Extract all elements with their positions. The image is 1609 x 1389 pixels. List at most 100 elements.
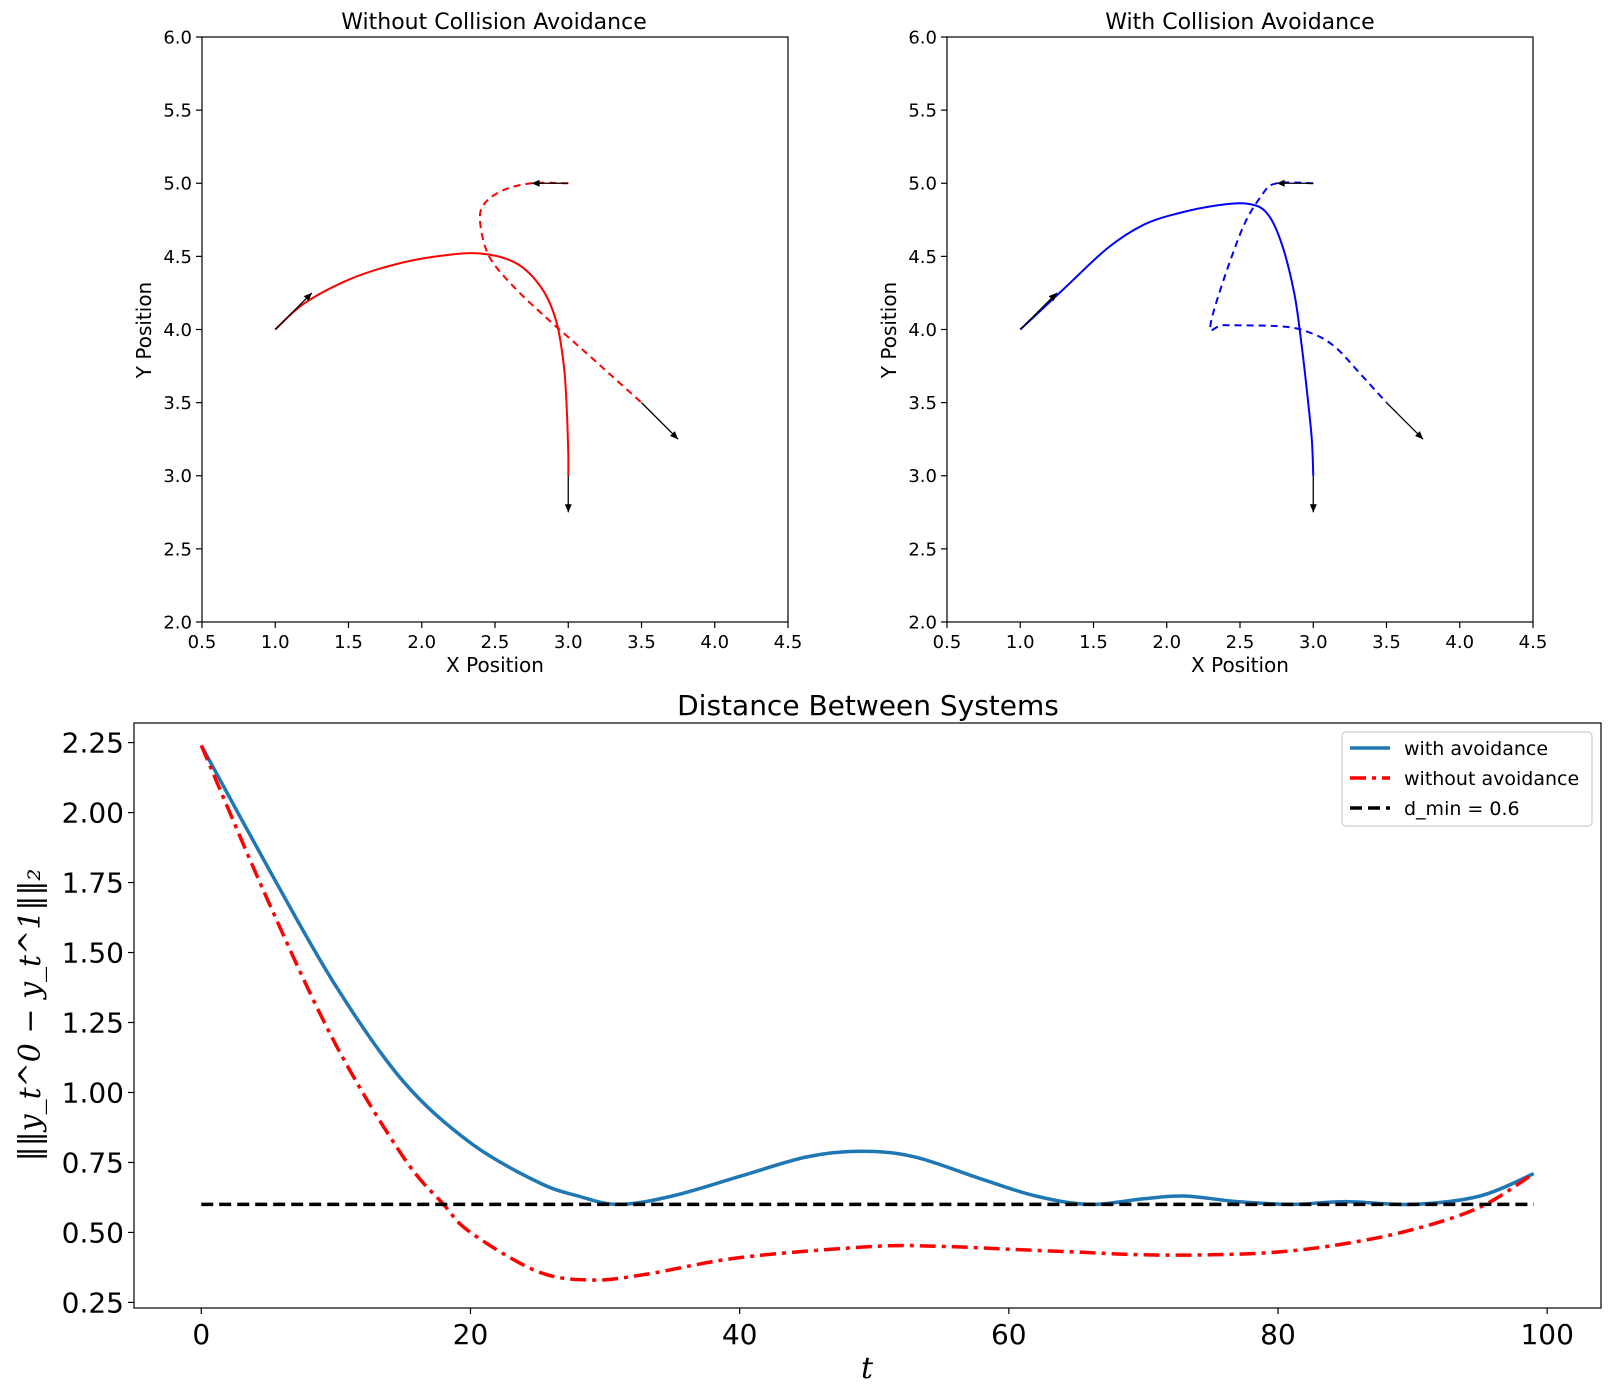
y-tick-label: 5.5 bbox=[163, 101, 192, 122]
plot-frame bbox=[201, 36, 789, 623]
x-axis-ticks: 0 20 40 60 80 100 bbox=[192, 1308, 1574, 1351]
y-tick-label: 3.0 bbox=[908, 466, 937, 487]
x-tick-label: 80 bbox=[1260, 1318, 1296, 1351]
y-axis-ticks: 2.0 2.5 3.0 3.5 4.0 4.5 5.0 5.5 6.0 bbox=[163, 27, 202, 633]
y-tick-label: 2.5 bbox=[908, 539, 937, 560]
x-tick-label: 4.0 bbox=[700, 632, 729, 653]
x-tick-label: 2.5 bbox=[481, 632, 510, 653]
series-line-system-1 bbox=[478, 181, 643, 404]
x-tick-label: 100 bbox=[1520, 1318, 1573, 1351]
arrow-head bbox=[1276, 179, 1285, 187]
x-tick-label: 1.5 bbox=[1079, 632, 1108, 653]
x-tick-label: 1.0 bbox=[261, 632, 290, 653]
arrow-shaft bbox=[1386, 402, 1424, 440]
y-tick-label: 2.0 bbox=[908, 612, 937, 633]
direction-arrows bbox=[274, 179, 679, 513]
x-tick-label: 0.5 bbox=[188, 632, 217, 653]
panel-without-avoidance: Without Collision Avoidance 0.5 1.0 1.5 2.0… bbox=[132, 10, 802, 677]
distance-lines bbox=[199, 744, 1535, 1282]
y-tick-label: 0.75 bbox=[62, 1147, 124, 1180]
arrow-shaft bbox=[274, 292, 313, 330]
arrow-head bbox=[1048, 292, 1057, 302]
y-tick-label: 4.5 bbox=[163, 247, 192, 268]
y-axis-ticks: 0.25 0.50 0.75 1.00 1.25 1.50 1.75 2.00 2.25 bbox=[62, 727, 134, 1319]
x-tick-label: 2.0 bbox=[1152, 632, 1181, 653]
x-axis-ticks: 0.5 1.0 1.5 2.0 2.5 3.0 3.5 4.0 4.5 bbox=[188, 622, 803, 653]
x-tick-label: 2.0 bbox=[407, 632, 436, 653]
plot-frame bbox=[133, 722, 1602, 1309]
arrow-shaft bbox=[1019, 292, 1058, 330]
legend: with avoidance without avoidance d_min =… bbox=[1341, 731, 1593, 827]
direction-arrows bbox=[1019, 179, 1424, 513]
y-tick-label: 2.25 bbox=[62, 727, 124, 760]
y-tick-label: 2.00 bbox=[62, 797, 124, 830]
x-tick-label: 40 bbox=[722, 1318, 758, 1351]
arrow-head bbox=[531, 179, 540, 187]
legend-label-without-avoidance: without avoidance bbox=[1404, 768, 1579, 790]
x-axis-label: t bbox=[861, 1351, 874, 1386]
y-axis-label: ‖‖y_t^0 − y_t^1‖‖₂ bbox=[13, 869, 48, 1162]
panel-title: Distance Between Systems bbox=[677, 689, 1059, 722]
x-tick-label: 3.5 bbox=[1372, 632, 1401, 653]
y-tick-label: 1.50 bbox=[62, 937, 124, 970]
y-tick-label: 4.5 bbox=[908, 247, 937, 268]
x-tick-label: 2.5 bbox=[1226, 632, 1255, 653]
x-tick-label: 1.5 bbox=[334, 632, 363, 653]
arrow-head bbox=[1415, 431, 1424, 440]
legend-label-with-avoidance: with avoidance bbox=[1404, 738, 1548, 760]
trajectories bbox=[274, 181, 643, 476]
y-tick-label: 2.5 bbox=[163, 539, 192, 560]
y-tick-label: 6.0 bbox=[908, 27, 937, 48]
x-axis-label: X Position bbox=[1191, 653, 1289, 677]
series-line-system-1 bbox=[1209, 181, 1388, 404]
y-tick-label: 0.50 bbox=[62, 1217, 124, 1250]
panel-title: Without Collision Avoidance bbox=[341, 10, 646, 35]
panel-with-avoidance: With Collision Avoidance 0.5 1.0 1.5 2.0 2.5… bbox=[877, 10, 1547, 677]
y-axis-ticks: 2.0 2.5 3.0 3.5 4.0 4.5 5.0 5.5 6.0 bbox=[908, 27, 947, 633]
plot-frame bbox=[946, 36, 1534, 623]
y-tick-label: 1.75 bbox=[62, 867, 124, 900]
x-tick-label: 1.0 bbox=[1006, 632, 1035, 653]
legend-box bbox=[1341, 731, 1593, 827]
y-tick-label: 5.0 bbox=[908, 174, 937, 195]
legend-label-dmin: d_min = 0.6 bbox=[1404, 798, 1520, 820]
series-line-system-0 bbox=[274, 252, 570, 476]
y-tick-label: 2.0 bbox=[163, 612, 192, 633]
y-tick-label: 1.00 bbox=[62, 1077, 124, 1110]
x-tick-label: 4.5 bbox=[1519, 632, 1548, 653]
y-tick-label: 5.0 bbox=[163, 174, 192, 195]
x-tick-label: 0 bbox=[192, 1318, 210, 1351]
x-tick-label: 4.0 bbox=[1445, 632, 1474, 653]
y-tick-label: 4.0 bbox=[163, 320, 192, 341]
arrow-head bbox=[1309, 504, 1317, 513]
panel-title: With Collision Avoidance bbox=[1105, 10, 1374, 35]
x-tick-label: 4.5 bbox=[774, 632, 803, 653]
y-tick-label: 0.25 bbox=[62, 1286, 124, 1319]
arrow-head bbox=[303, 292, 312, 302]
series-line-system-0 bbox=[1019, 202, 1315, 476]
y-tick-label: 3.5 bbox=[908, 393, 937, 414]
series-line-without-avoidance bbox=[199, 744, 1535, 1282]
x-tick-label: 3.0 bbox=[1299, 632, 1328, 653]
x-tick-label: 60 bbox=[991, 1318, 1027, 1351]
y-tick-label: 4.0 bbox=[908, 320, 937, 341]
arrow-head bbox=[670, 431, 679, 440]
y-axis-label: Y Position bbox=[132, 282, 156, 379]
panel-distance: Distance Between Systems 0 20 40 60 80 100 0.… bbox=[13, 689, 1602, 1386]
y-tick-label: 6.0 bbox=[163, 27, 192, 48]
y-tick-label: 1.25 bbox=[62, 1007, 124, 1040]
trajectories bbox=[1019, 181, 1388, 476]
x-tick-label: 20 bbox=[453, 1318, 489, 1351]
x-axis-label: X Position bbox=[446, 653, 544, 677]
arrow-head bbox=[564, 504, 572, 513]
x-tick-label: 0.5 bbox=[933, 632, 962, 653]
y-tick-label: 3.0 bbox=[163, 466, 192, 487]
x-tick-label: 3.0 bbox=[554, 632, 583, 653]
y-tick-label: 3.5 bbox=[163, 393, 192, 414]
arrow-shaft bbox=[641, 402, 679, 440]
series-line-with-avoidance bbox=[199, 744, 1535, 1207]
y-axis-label: Y Position bbox=[877, 282, 901, 379]
x-tick-label: 3.5 bbox=[627, 632, 656, 653]
x-axis-ticks: 0.5 1.0 1.5 2.0 2.5 3.0 3.5 4.0 4.5 bbox=[933, 622, 1548, 653]
